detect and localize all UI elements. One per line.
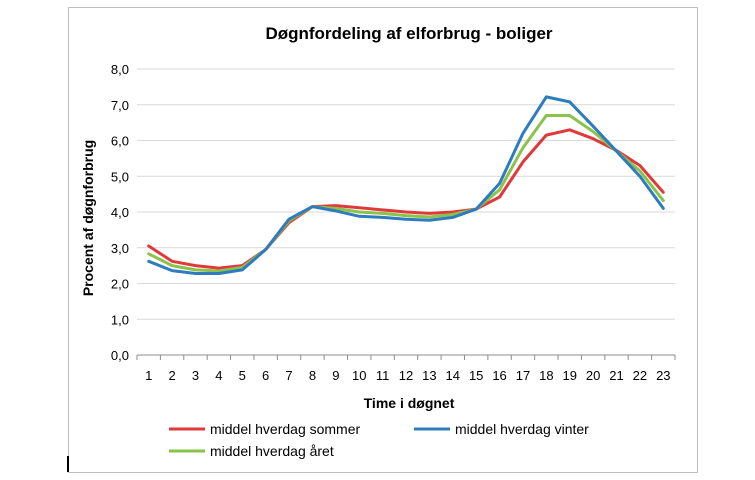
x-tick-label: 1 xyxy=(145,368,152,383)
x-tick-labels: 1 2 3 4 5 6 7 8 9 10 11 12 13 14 15 16 17 18 19 20 21 22 23 xyxy=(145,368,670,383)
y-tick-label: 1,0 xyxy=(111,312,129,327)
x-tick-label: 15 xyxy=(469,368,483,383)
x-tick-label: 9 xyxy=(332,368,339,383)
y-tick-label: 8,0 xyxy=(111,62,129,77)
x-tick-label: 11 xyxy=(376,368,390,383)
legend-label: middel hverdag sommer xyxy=(210,421,361,437)
x-tick-label: 3 xyxy=(192,368,199,383)
x-tick-label: 20 xyxy=(586,368,600,383)
y-axis-label: Procent af døgnforbrug xyxy=(80,140,96,296)
x-tick-label: 16 xyxy=(492,368,506,383)
x-tick-label: 22 xyxy=(633,368,647,383)
y-tick-label: 7,0 xyxy=(111,98,129,113)
legend-label: middel hverdag vinter xyxy=(455,421,589,437)
y-tick-labels: 0,0 1,0 2,0 3,0 4,0 5,0 6,0 7,0 8,0 xyxy=(111,62,129,363)
axes xyxy=(136,354,676,360)
y-tick-label: 3,0 xyxy=(111,241,129,256)
chart-frame: Døgnfordeling af elforbrug - boliger 0,0… xyxy=(68,7,698,473)
x-tick-label: 19 xyxy=(563,368,577,383)
x-tick-label: 6 xyxy=(262,368,269,383)
x-tick-label: 14 xyxy=(446,368,460,383)
series-line-1 xyxy=(147,128,665,270)
y-tick-label: 6,0 xyxy=(111,134,129,149)
chart-title: Døgnfordeling af elforbrug - boliger xyxy=(265,24,552,43)
series-line-3 xyxy=(147,114,665,273)
legend: middel hverdag sommer middel hverdag vint… xyxy=(169,421,589,459)
grid-lines xyxy=(137,68,675,320)
x-tick-label: 7 xyxy=(285,368,292,383)
series-line-2 xyxy=(147,95,665,275)
y-tick-label: 2,0 xyxy=(111,277,129,292)
y-tick-label: 5,0 xyxy=(111,169,129,184)
x-tick-label: 18 xyxy=(539,368,553,383)
x-tick-label: 2 xyxy=(168,368,175,383)
series-lines xyxy=(147,95,665,275)
x-tick-label: 12 xyxy=(399,368,413,383)
x-tick-label: 21 xyxy=(609,368,623,383)
x-tick-label: 8 xyxy=(309,368,316,383)
y-tick-label: 4,0 xyxy=(111,205,129,220)
x-tick-label: 23 xyxy=(656,368,670,383)
x-tick-label: 10 xyxy=(352,368,366,383)
text-cursor xyxy=(67,456,69,472)
x-tick-label: 13 xyxy=(422,368,436,383)
x-tick-label: 5 xyxy=(239,368,246,383)
x-axis-label: Time i døgnet xyxy=(364,395,455,411)
y-tick-label: 0,0 xyxy=(111,348,129,363)
line-chart: Døgnfordeling af elforbrug - boliger 0,0… xyxy=(80,24,676,459)
x-tick-label: 4 xyxy=(215,368,222,383)
x-tick-label: 17 xyxy=(516,368,530,383)
legend-label: middel hverdag året xyxy=(210,443,334,459)
